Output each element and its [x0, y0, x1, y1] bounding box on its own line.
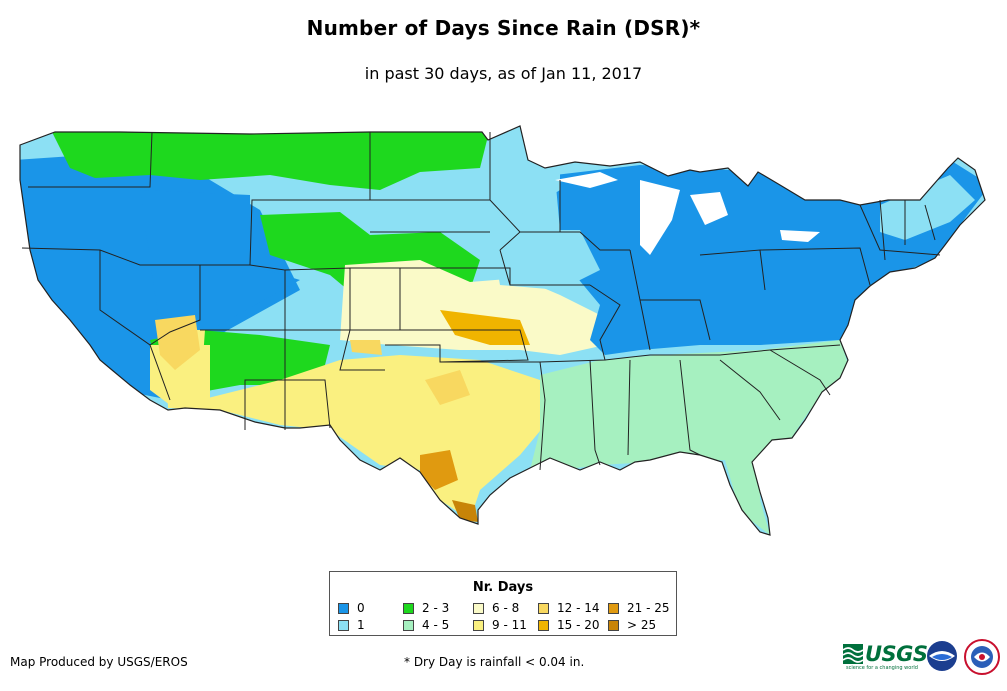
legend-item: 12 - 14 — [538, 601, 600, 615]
legend-swatch — [538, 602, 549, 614]
legend-label: 2 - 3 — [422, 601, 450, 615]
legend-label: 21 - 25 — [627, 601, 670, 615]
legend-swatch — [403, 602, 414, 614]
legend-swatch — [538, 619, 549, 631]
legend-swatch — [473, 619, 484, 631]
nws-logo — [964, 639, 1000, 675]
legend-item: 6 - 8 — [473, 601, 519, 615]
legend-item: 2 - 3 — [403, 601, 449, 615]
legend-swatch — [403, 619, 414, 631]
legend-item: 1 — [338, 618, 365, 632]
state-borders — [21, 131, 941, 471]
legend-swatch — [608, 619, 619, 631]
legend-item: 9 - 11 — [473, 618, 527, 632]
legend-label: 4 - 5 — [422, 618, 450, 632]
legend-label: 6 - 8 — [492, 601, 520, 615]
legend-swatch — [338, 619, 349, 631]
legend-swatch — [608, 602, 619, 614]
legend-label: 15 - 20 — [557, 618, 600, 632]
producer-credit: Map Produced by USGS/EROS — [10, 655, 188, 669]
legend-label: 1 — [357, 618, 365, 632]
usgs-wave-icon — [843, 644, 863, 664]
legend-item: 21 - 25 — [608, 601, 670, 615]
legend-item: 4 - 5 — [403, 618, 449, 632]
usgs-tagline: science for a changing world — [846, 665, 918, 671]
legend-label: > 25 — [627, 618, 657, 632]
legend-label: 9 - 11 — [492, 618, 527, 632]
dry-day-note: * Dry Day is rainfall < 0.04 in. — [404, 655, 585, 669]
map-subtitle: in past 30 days, as of Jan 11, 2017 — [364, 64, 643, 83]
legend-swatch — [338, 602, 349, 614]
legend: Nr. Days 0 1 2 - 3 4 - 5 6 - 8 9 - 11 12 - 14 1… — [329, 571, 677, 636]
usgs-logo: USGS science for a changing world — [843, 642, 928, 672]
legend-item: > 25 — [608, 618, 656, 632]
legend-title: Nr. Days — [472, 580, 534, 595]
legend-item: 0 — [338, 601, 365, 615]
map-title: Number of Days Since Rain (DSR)* — [306, 16, 701, 40]
legend-label: 12 - 14 — [557, 601, 600, 615]
legend-swatch — [473, 602, 484, 614]
legend-item: 15 - 20 — [538, 618, 600, 632]
noaa-logo — [927, 641, 957, 671]
usgs-wordmark: USGS — [865, 642, 928, 666]
legend-label: 0 — [357, 601, 365, 615]
